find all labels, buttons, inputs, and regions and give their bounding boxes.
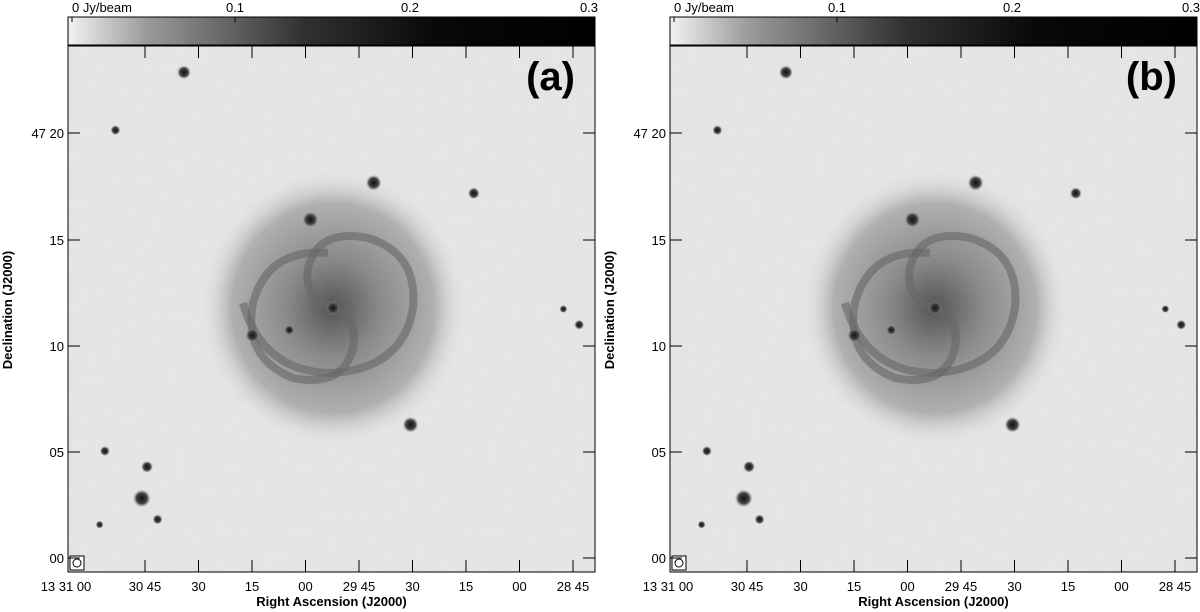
x-tick-label: 28 45: [1159, 579, 1192, 594]
x-tick-label: 30: [191, 579, 205, 594]
x-tick-label: 28 45: [557, 579, 590, 594]
source: [701, 446, 712, 457]
galaxy-nucleus: [326, 301, 340, 315]
y-tick-label: 47 20: [633, 126, 666, 141]
source: [1004, 416, 1021, 433]
source: [574, 319, 585, 330]
source: [95, 520, 104, 529]
x-tick-label: 15: [245, 579, 259, 594]
x-tick-label: 00: [298, 579, 312, 594]
colorbar-tick-label: 0 Jy/beam: [674, 0, 734, 15]
x-tick-label: 15: [847, 579, 861, 594]
x-tick-label: 13 31 00: [643, 579, 694, 594]
y-tick-label: 05: [50, 445, 64, 460]
spiral-arm: [239, 232, 418, 378]
source: [245, 328, 260, 343]
source: [99, 446, 110, 457]
colorbar: [67, 16, 596, 46]
source: [467, 187, 480, 200]
y-tick-label: 05: [652, 445, 666, 460]
y-axis-label: Declination (J2000): [0, 251, 15, 370]
x-tick-label: 13 31 00: [41, 579, 92, 594]
y-axis-label: Declination (J2000): [602, 251, 617, 370]
x-tick-label: 15: [1061, 579, 1075, 594]
x-tick-label: 29 45: [945, 579, 978, 594]
frame: [669, 45, 1198, 573]
colorbar-tick-label: 0.1: [828, 0, 846, 15]
source: [712, 125, 723, 136]
source: [152, 514, 163, 525]
source: [132, 489, 151, 508]
x-tick-label: 30: [405, 579, 419, 594]
y-tick-label: 10: [50, 339, 64, 354]
x-axis-label: Right Ascension (J2000): [256, 594, 407, 609]
source: [697, 520, 706, 529]
colorbar-tick-label: 0.1: [226, 0, 244, 15]
x-tick-label: 30: [793, 579, 807, 594]
colorbar: [669, 16, 1198, 46]
colorbar-tick-label: 0.3: [580, 0, 598, 15]
beam: [674, 558, 684, 568]
source: [743, 460, 756, 473]
x-tick-label: 00: [900, 579, 914, 594]
y-tick-label: 15: [652, 233, 666, 248]
panel-label: (b): [1126, 55, 1177, 99]
x-tick-label: 15: [459, 579, 473, 594]
x-tick-label: 30 45: [731, 579, 764, 594]
source: [402, 416, 419, 433]
frame: [67, 45, 596, 573]
beam-box: [69, 555, 85, 571]
source: [110, 125, 121, 136]
y-tick-label: 15: [50, 233, 64, 248]
source: [559, 305, 568, 313]
y-tick-label: 47 20: [31, 126, 64, 141]
source: [734, 489, 753, 508]
source: [754, 514, 765, 525]
colorbar-tick-label: 0.2: [401, 0, 419, 15]
source: [904, 211, 921, 228]
colorbar-tick-label: 0 Jy/beam: [72, 0, 132, 15]
colorbar-tick-label: 0.2: [1003, 0, 1021, 15]
y-tick-label: 00: [50, 551, 64, 566]
x-tick-label: 29 45: [343, 579, 376, 594]
source: [302, 211, 319, 228]
source: [847, 328, 862, 343]
y-tick-label: 00: [652, 551, 666, 566]
source: [1069, 187, 1082, 200]
panel-label: (a): [526, 55, 575, 99]
source: [1161, 305, 1170, 313]
colorbar-tick-label: 0.3: [1182, 0, 1200, 15]
spiral-arm: [841, 232, 1020, 378]
source: [141, 460, 154, 473]
x-tick-label: 00: [512, 579, 526, 594]
source: [176, 65, 191, 80]
y-tick-label: 10: [652, 339, 666, 354]
source: [1176, 319, 1187, 330]
source: [778, 65, 793, 80]
x-tick-label: 30: [1007, 579, 1021, 594]
beam: [72, 558, 82, 568]
x-tick-label: 00: [1114, 579, 1128, 594]
x-axis-label: Right Ascension (J2000): [858, 594, 1009, 609]
spiral-arm: [247, 248, 358, 384]
source: [365, 174, 382, 191]
spiral-arm: [849, 248, 960, 384]
x-tick-label: 30 45: [129, 579, 162, 594]
source: [284, 325, 295, 336]
source: [967, 174, 984, 191]
beam-box: [671, 555, 687, 571]
galaxy-nucleus: [928, 301, 942, 315]
source: [886, 325, 897, 336]
